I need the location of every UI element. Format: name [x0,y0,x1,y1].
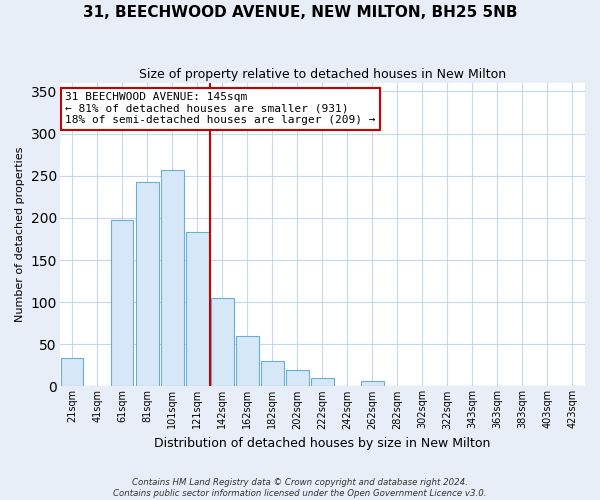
Y-axis label: Number of detached properties: Number of detached properties [15,147,25,322]
Bar [361,382,383,386]
Text: Contains HM Land Registry data © Crown copyright and database right 2024.
Contai: Contains HM Land Registry data © Crown c… [113,478,487,498]
Bar [261,361,284,386]
Bar [236,336,259,386]
Bar [136,182,158,386]
X-axis label: Distribution of detached houses by size in New Milton: Distribution of detached houses by size … [154,437,491,450]
Text: 31 BEECHWOOD AVENUE: 145sqm
← 81% of detached houses are smaller (931)
18% of se: 31 BEECHWOOD AVENUE: 145sqm ← 81% of det… [65,92,376,126]
Title: Size of property relative to detached houses in New Milton: Size of property relative to detached ho… [139,68,506,80]
Bar [211,298,233,386]
Bar [311,378,334,386]
Bar [61,358,83,386]
Bar [161,170,184,386]
Bar [111,220,133,386]
Text: 31, BEECHWOOD AVENUE, NEW MILTON, BH25 5NB: 31, BEECHWOOD AVENUE, NEW MILTON, BH25 5… [83,5,517,20]
Bar [286,370,308,386]
Bar [186,232,209,386]
